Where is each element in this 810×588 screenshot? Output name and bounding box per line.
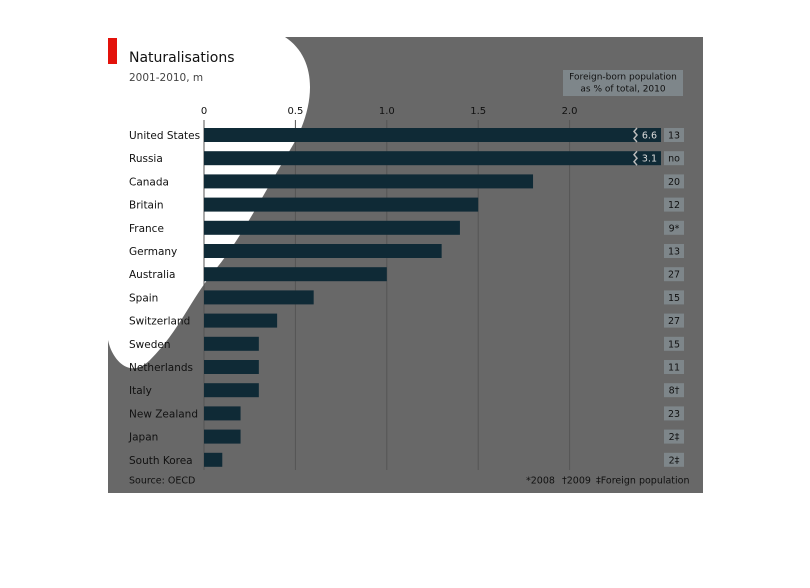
side-cell	[664, 220, 684, 235]
bar	[204, 383, 259, 398]
y-tick-label: Australia	[129, 269, 175, 281]
y-tick-label: Spain	[129, 292, 158, 304]
brand-tag	[108, 38, 117, 64]
bar	[204, 151, 661, 166]
bar	[204, 452, 223, 467]
bar	[204, 197, 479, 212]
side-cell	[664, 336, 684, 351]
y-tick-label: Germany	[129, 246, 177, 258]
y-tick-label: Japan	[128, 432, 158, 444]
bar	[204, 220, 460, 235]
side-value: 20	[668, 177, 680, 188]
y-tick-label: Britain	[129, 200, 164, 212]
side-cell	[664, 290, 684, 305]
side-cell	[664, 197, 684, 212]
side-cell	[664, 128, 684, 142]
y-tick-label: France	[129, 223, 164, 235]
side-value: 15	[668, 293, 680, 304]
side-value: 2‡	[669, 455, 680, 466]
side-cell	[664, 406, 684, 421]
y-tick-label: South Korea	[129, 455, 193, 467]
x-tick-label: 0	[201, 106, 207, 117]
side-cell	[664, 452, 684, 467]
chart-subtitle: 2001-2010, m	[129, 72, 203, 84]
side-cell	[664, 313, 684, 328]
y-tick-label: Sweden	[129, 339, 171, 351]
side-value: 2‡	[669, 432, 680, 443]
footnote: †2009	[562, 476, 591, 487]
side-cell	[664, 429, 684, 444]
side-value: 23	[668, 409, 680, 420]
side-value: 11	[668, 363, 680, 374]
value-label: 3.1	[642, 154, 657, 165]
break-mark	[633, 150, 638, 166]
y-tick-label: Russia	[129, 153, 163, 165]
footnote: ‡Foreign population	[596, 476, 690, 487]
side-value: 27	[668, 316, 680, 327]
side-cell	[664, 267, 684, 282]
bar	[204, 290, 314, 305]
side-value: no	[668, 154, 680, 165]
side-cell	[664, 151, 684, 166]
y-tick-label: United States	[129, 130, 200, 142]
value-label: 6.6	[642, 131, 657, 142]
y-tick-label: New Zealand	[129, 408, 198, 420]
side-header: as % of total, 2010	[580, 85, 665, 95]
side-value: 9*	[669, 223, 680, 234]
y-tick-label: Netherlands	[129, 362, 193, 374]
bar	[204, 128, 661, 142]
side-cell	[664, 174, 684, 189]
source: Source: OECD	[129, 476, 195, 487]
bar	[204, 429, 241, 444]
bar	[204, 360, 259, 374]
bar	[204, 406, 241, 421]
break-mark	[633, 127, 638, 143]
bar	[204, 336, 259, 351]
y-tick-label: Italy	[129, 385, 152, 397]
y-tick-label: Switzerland	[129, 316, 190, 328]
side-cell	[664, 244, 684, 258]
side-header: Foreign-born population	[569, 73, 677, 83]
chart-title: Naturalisations	[129, 50, 235, 66]
side-value: 13	[668, 247, 680, 258]
side-header-box	[563, 70, 683, 96]
bar	[204, 313, 278, 328]
x-tick-label: 1.5	[470, 106, 486, 117]
x-tick-label: 1.0	[379, 106, 395, 117]
bar	[204, 174, 534, 189]
side-value: 8†	[669, 386, 680, 397]
side-cell	[664, 383, 684, 398]
side-value: 15	[668, 339, 680, 350]
side-value: 27	[668, 270, 680, 281]
side-cell	[664, 360, 684, 374]
side-value: 13	[668, 131, 680, 142]
footnote: *2008	[526, 476, 555, 487]
x-tick-label: 0.5	[287, 106, 303, 117]
bars	[204, 128, 661, 467]
x-tick-label: 2.0	[562, 106, 578, 117]
side-value: 12	[668, 200, 680, 211]
y-tick-label: Canada	[129, 176, 169, 188]
bar	[204, 267, 387, 282]
bar	[204, 244, 442, 258]
